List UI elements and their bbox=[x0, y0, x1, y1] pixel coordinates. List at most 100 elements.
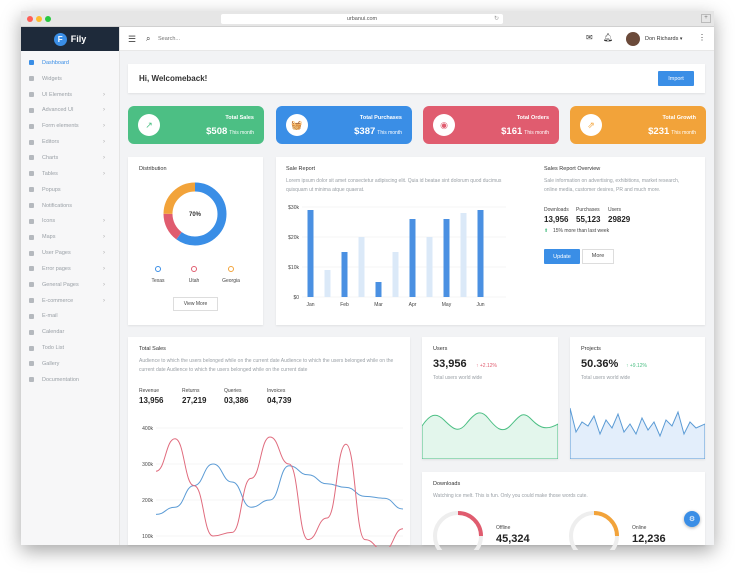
y-tick-label: 100k bbox=[142, 534, 153, 540]
projects-subtitle: Total users world wide bbox=[581, 375, 631, 381]
gallery-icon bbox=[29, 361, 34, 367]
sidebar-item-advanced-ui[interactable]: Advanced UI › bbox=[21, 103, 119, 119]
sidebar-item-editors[interactable]: Editors › bbox=[21, 134, 119, 150]
legend-marker bbox=[191, 266, 197, 272]
avatar[interactable] bbox=[626, 32, 640, 46]
legend-label: Texas bbox=[151, 278, 165, 284]
sidebar-item-form-elements[interactable]: Form elements › bbox=[21, 118, 119, 134]
chevron-right-icon: › bbox=[103, 250, 105, 257]
sidebar-item-error-pages[interactable]: Error pages › bbox=[21, 261, 119, 277]
ui-elements-icon bbox=[29, 92, 34, 98]
sidebar-item-e-mail[interactable]: E-mail bbox=[21, 309, 119, 325]
y-tick-label: 200k bbox=[142, 498, 153, 504]
reload-icon[interactable]: ↻ bbox=[493, 16, 499, 22]
page-title: Hi, Welcomeback! bbox=[139, 74, 208, 83]
more-button[interactable]: More bbox=[582, 249, 614, 264]
projects-area-chart bbox=[570, 407, 705, 459]
general-pages-icon bbox=[29, 282, 34, 288]
sidebar-item-documentation[interactable]: Documentation bbox=[21, 372, 119, 388]
logo-icon: F bbox=[53, 32, 67, 46]
bar bbox=[477, 210, 484, 297]
legend-item-utah: Utah bbox=[184, 266, 204, 284]
bell-icon[interactable]: 🔔︎ bbox=[603, 33, 614, 42]
line-series-0 bbox=[155, 463, 404, 515]
sidebar-item-calendar[interactable]: Calendar bbox=[21, 324, 119, 340]
sidebar-item-charts[interactable]: Charts › bbox=[21, 150, 119, 166]
search-icon[interactable]: ⌕ bbox=[146, 34, 151, 43]
chevron-right-icon: › bbox=[103, 281, 105, 288]
online-gauge-arc bbox=[593, 511, 619, 537]
sale-report-bar-chart: $0 $10k $20k $30k Jan Feb Mar Apr May Jun bbox=[288, 205, 506, 308]
chevron-right-icon: › bbox=[103, 154, 105, 161]
form-elements-icon bbox=[29, 123, 34, 129]
x-tick-label: Mar bbox=[374, 302, 383, 308]
tables-icon bbox=[29, 171, 34, 177]
mail-icon[interactable]: ✉ bbox=[586, 33, 593, 42]
settings-fab[interactable]: ⚙ bbox=[684, 511, 700, 527]
x-tick-label: May bbox=[442, 302, 452, 308]
chevron-right-icon: › bbox=[103, 234, 105, 241]
e-mail-icon bbox=[29, 313, 34, 319]
sidebar-item-label: Icons bbox=[42, 218, 56, 225]
minimize-window-button[interactable] bbox=[36, 16, 42, 22]
overview-description: Sale information on advertising, exhibit… bbox=[544, 178, 680, 193]
stat-value-row: $387 This month bbox=[354, 126, 402, 137]
donut-center-label: 70% bbox=[189, 212, 202, 218]
new-tab-button[interactable]: + bbox=[701, 14, 711, 23]
metric-downloads: Downloads 13,956 bbox=[544, 207, 569, 224]
sidebar-item-label: Tables bbox=[42, 170, 58, 177]
address-bar[interactable]: urbanui.com ↻ bbox=[221, 14, 503, 24]
sidebar-item-popups[interactable]: Popups bbox=[21, 182, 119, 198]
dashboard-icon bbox=[29, 60, 34, 66]
sidebar-item-dashboard[interactable]: Dashboard bbox=[21, 55, 119, 71]
bar bbox=[324, 270, 331, 297]
sidebar-item-label: Calendar bbox=[42, 329, 65, 336]
more-vertical-icon[interactable]: ⋮ bbox=[698, 33, 706, 42]
sidebar-item-label: Documentation bbox=[42, 376, 79, 383]
user-menu[interactable]: Don Richards ▾ bbox=[645, 36, 682, 42]
line-series-1 bbox=[155, 436, 404, 547]
sidebar-item-tables[interactable]: Tables › bbox=[21, 166, 119, 182]
search-input[interactable] bbox=[158, 34, 278, 44]
update-button[interactable]: Update bbox=[544, 249, 580, 264]
sidebar-item-widgets[interactable]: Widgets bbox=[21, 71, 119, 87]
sale-report-title: Sale Report bbox=[286, 166, 316, 172]
stat-value-row: $231 This month bbox=[648, 126, 696, 137]
legend-label: Utah bbox=[188, 278, 200, 284]
metric-invoices: Invoices 04,739 bbox=[267, 388, 291, 405]
close-window-button[interactable] bbox=[27, 16, 33, 22]
sidebar-item-label: Error pages bbox=[42, 265, 71, 272]
x-tick-label: Jan bbox=[306, 302, 314, 308]
notifications-icon bbox=[29, 203, 34, 209]
bar bbox=[460, 213, 467, 297]
stat-icon: 🧺 bbox=[286, 114, 308, 136]
error-pages-icon bbox=[29, 266, 34, 272]
y-tick-label: $30k bbox=[288, 205, 299, 211]
sidebar-item-user-pages[interactable]: User Pages › bbox=[21, 245, 119, 261]
sidebar-item-general-pages[interactable]: General Pages › bbox=[21, 277, 119, 293]
sidebar-item-gallery[interactable]: Gallery bbox=[21, 356, 119, 372]
sidebar-item-icons[interactable]: Icons › bbox=[21, 213, 119, 229]
brand-header[interactable]: F Fily bbox=[21, 27, 119, 51]
sidebar-item-todo-list[interactable]: Todo List bbox=[21, 340, 119, 356]
view-more-button[interactable]: View More bbox=[173, 297, 218, 311]
sidebar-nav: Dashboard Widgets UI Elements › Advanced UI ›… bbox=[21, 55, 119, 388]
url-text: urbanui.com bbox=[346, 16, 378, 22]
sidebar-item-label: UI Elements bbox=[42, 91, 72, 98]
user-name: Don Richards bbox=[645, 36, 679, 42]
sale-report-card: Sale Report Lorem ipsum dolor sit amet c… bbox=[276, 157, 705, 325]
import-button[interactable]: Import bbox=[658, 71, 694, 86]
legend-item-georgia: Georgia bbox=[221, 266, 241, 284]
sidebar-item-notifications[interactable]: Notifications bbox=[21, 198, 119, 214]
maps-icon bbox=[29, 234, 34, 240]
sidebar-item-e-commerce[interactable]: E-commerce › bbox=[21, 293, 119, 309]
maximize-window-button[interactable] bbox=[45, 16, 51, 22]
sidebar-item-maps[interactable]: Maps › bbox=[21, 229, 119, 245]
stat-suffix: This month bbox=[671, 130, 696, 136]
menu-icon[interactable]: ☰ bbox=[128, 34, 137, 44]
calendar-icon bbox=[29, 329, 34, 335]
sidebar-item-ui-elements[interactable]: UI Elements › bbox=[21, 87, 119, 103]
chevron-right-icon: › bbox=[103, 170, 105, 177]
downloads-title: Downloads bbox=[433, 481, 461, 487]
users-area-chart bbox=[422, 412, 558, 459]
